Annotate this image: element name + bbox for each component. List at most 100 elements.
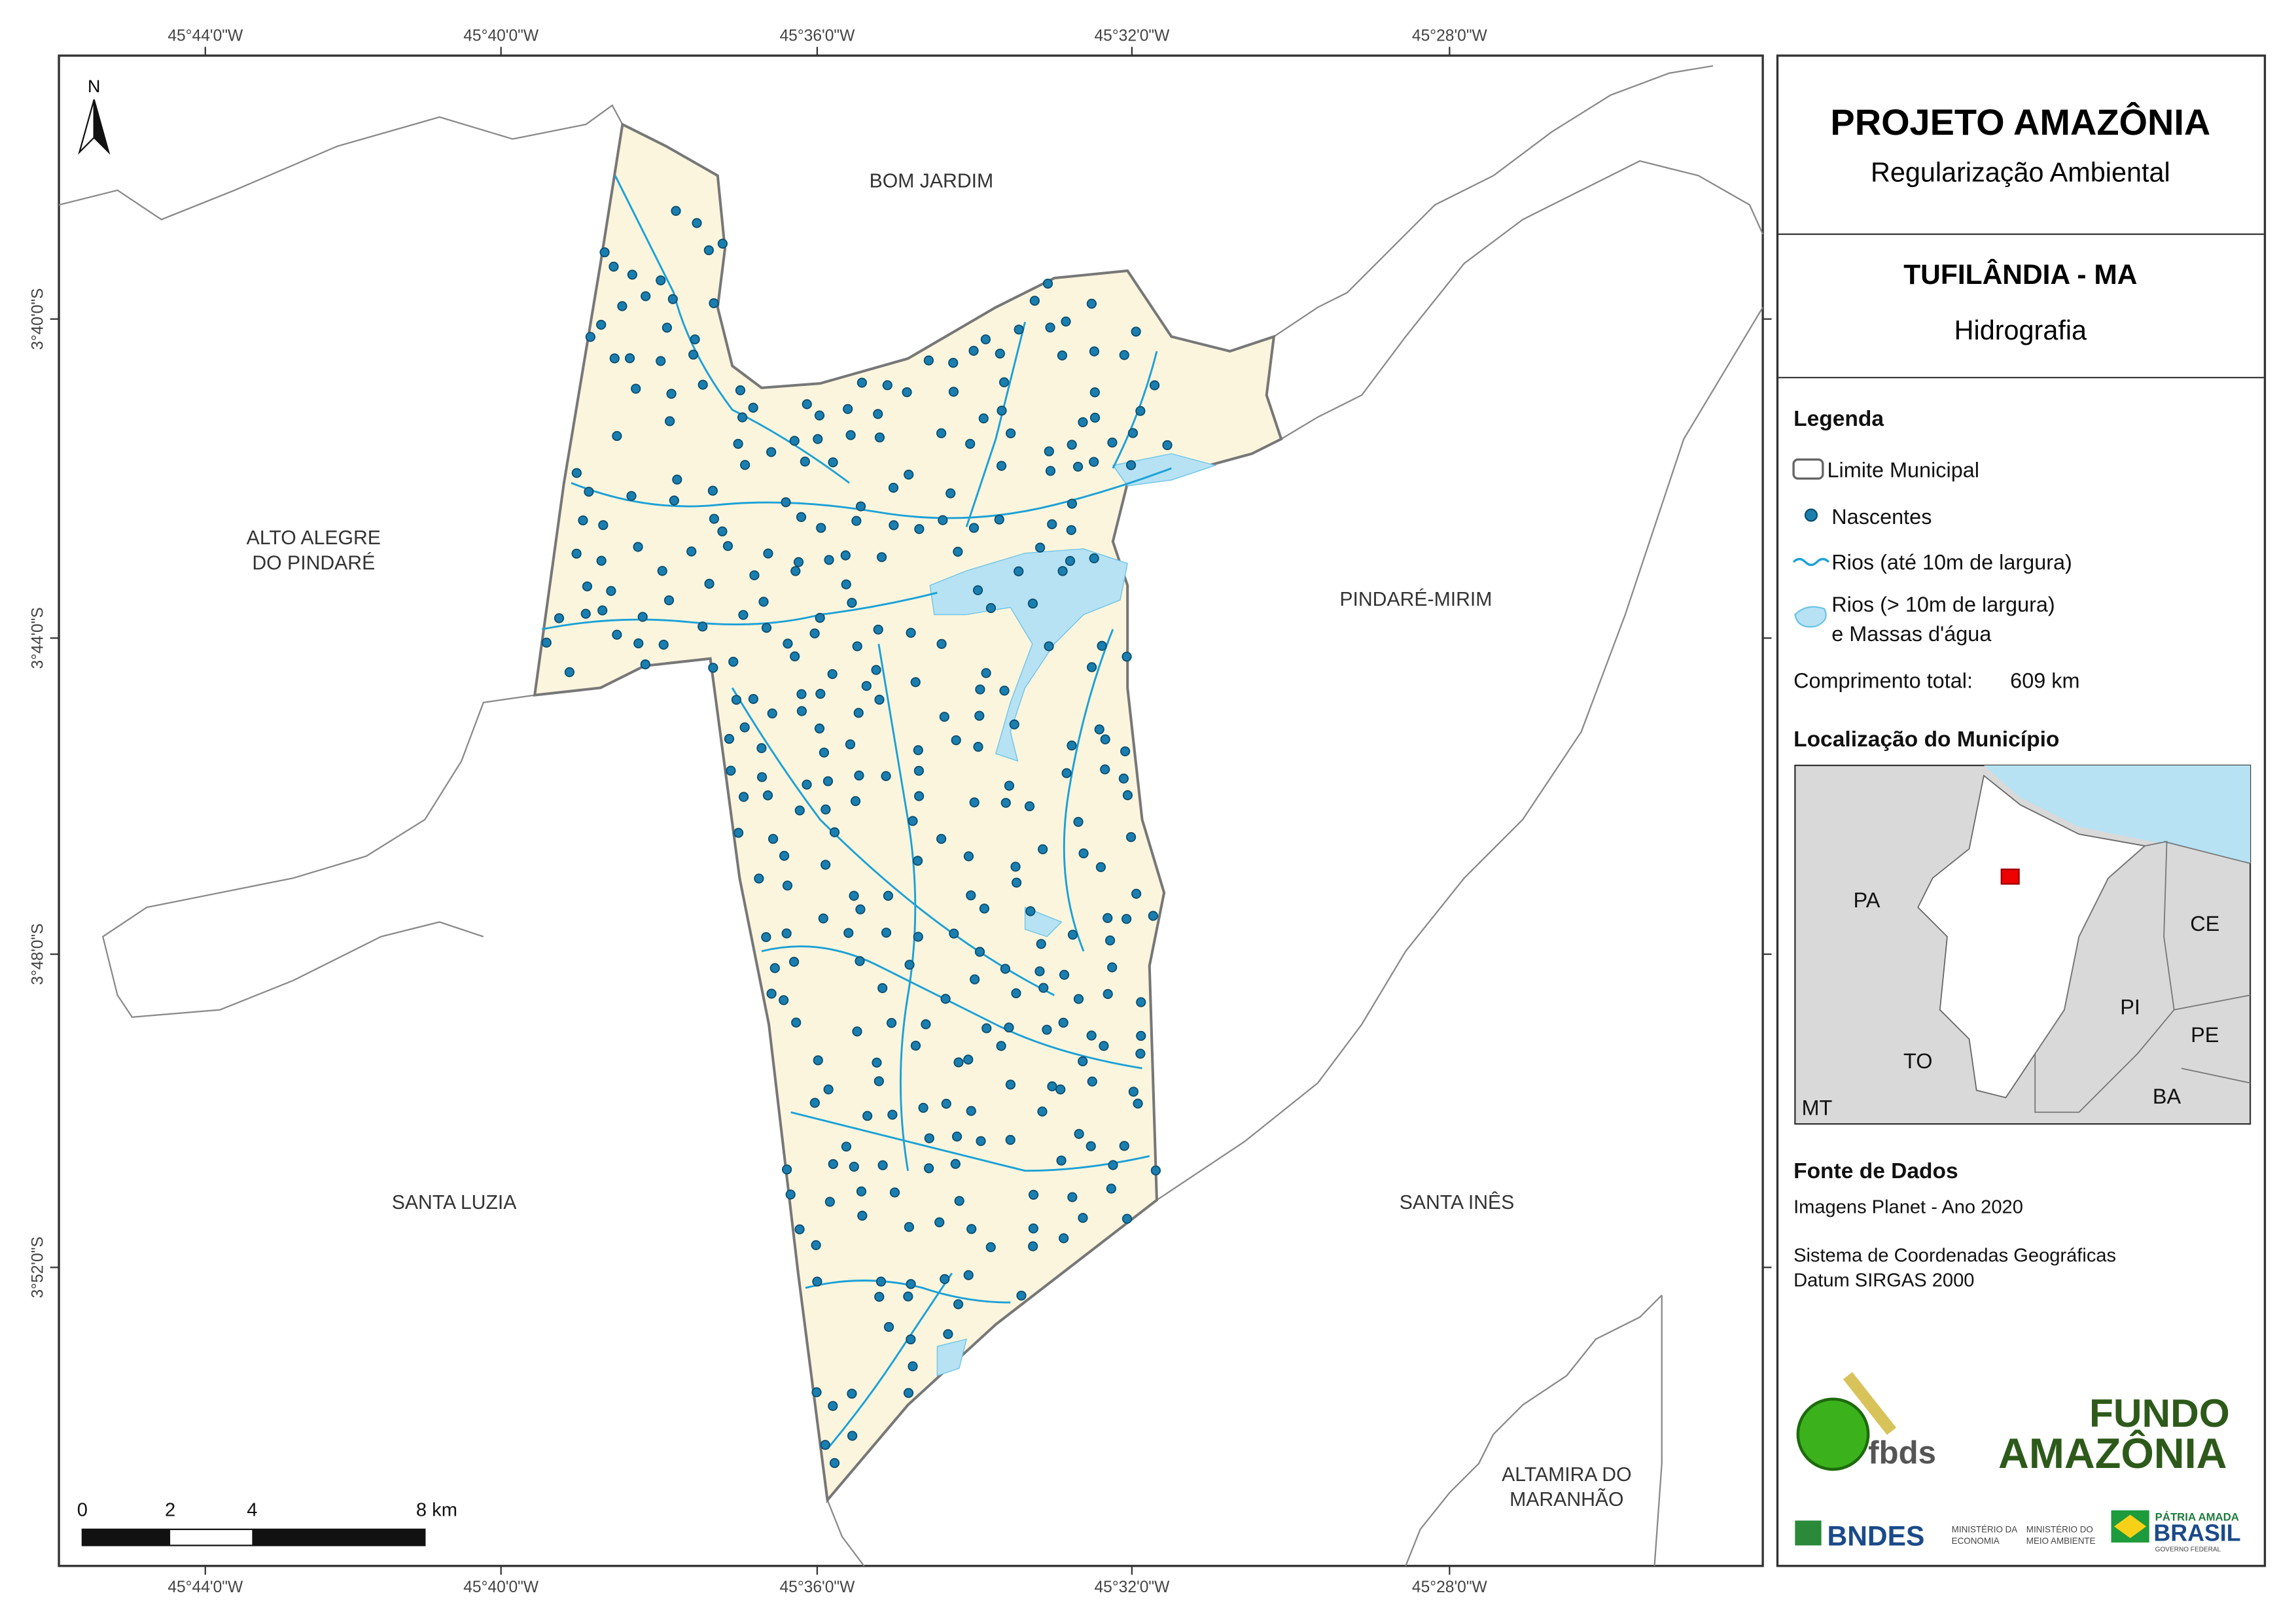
spring (985, 1242, 996, 1253)
spring (913, 745, 923, 756)
spring (703, 245, 714, 256)
spring (1034, 966, 1045, 977)
water-bodies (929, 453, 1217, 1376)
north-label: N (88, 77, 100, 96)
spring (1004, 780, 1015, 791)
spring (738, 792, 749, 802)
spring (855, 501, 866, 512)
spring (663, 595, 675, 606)
north-arrow: N (78, 77, 111, 155)
spring (813, 1055, 823, 1066)
spring (783, 638, 793, 649)
spring (641, 291, 651, 302)
spring (1067, 498, 1077, 509)
spring (748, 693, 758, 705)
logo-text: PÁTRIA AMADA (2155, 1510, 2239, 1523)
spring (934, 1217, 945, 1228)
spring (598, 520, 609, 531)
spring (796, 512, 807, 522)
spring (954, 1196, 964, 1206)
spring (979, 903, 989, 914)
logo-text: MINISTÉRIO DO (2026, 1524, 2093, 1534)
spring (738, 610, 749, 620)
spring (951, 735, 961, 746)
spring (596, 319, 607, 330)
spring (578, 515, 588, 526)
spring (969, 797, 980, 808)
spring (1055, 1084, 1066, 1094)
subtitle: Regularização Ambiental (1871, 157, 2170, 187)
spring (1000, 964, 1010, 974)
spring (781, 928, 792, 939)
spring (794, 1224, 805, 1234)
spring (1078, 1213, 1088, 1223)
state-label: PI (2120, 995, 2140, 1019)
spring (1136, 997, 1146, 1007)
spring (1104, 935, 1116, 946)
spring (584, 487, 594, 497)
spring (1067, 1192, 1078, 1202)
state-label: PE (2191, 1023, 2219, 1047)
spring (963, 1270, 974, 1280)
spring (1119, 350, 1129, 360)
spring (970, 974, 980, 985)
spring (754, 873, 764, 884)
spring (731, 695, 742, 705)
source-line: Imagens Planet - Ano 2020 (1793, 1197, 2023, 1218)
river (965, 321, 1026, 527)
spring (763, 548, 773, 559)
spring (953, 1057, 964, 1068)
spring (612, 629, 622, 640)
spring (945, 488, 956, 498)
spring (728, 657, 739, 667)
spring (841, 579, 851, 589)
location-title: Localização do Município (1793, 727, 2059, 752)
spring (877, 1160, 888, 1170)
spring (617, 301, 627, 311)
spring (924, 1133, 934, 1143)
spring (953, 546, 963, 557)
legend-swatch (1792, 557, 1829, 567)
spring (862, 1111, 873, 1121)
spring (766, 988, 777, 999)
spring (923, 355, 934, 366)
spring (889, 1187, 900, 1198)
spring (665, 416, 675, 427)
spring (740, 460, 751, 470)
spring (631, 383, 641, 394)
spring (854, 770, 864, 781)
scale-bar: 0 2 4 8 km (77, 1500, 457, 1546)
spring (657, 566, 667, 576)
spring (1067, 930, 1078, 940)
longitude-label: 45°32'0"W (1094, 1579, 1170, 1596)
spring (1009, 719, 1019, 729)
spring (855, 904, 866, 915)
spring (758, 597, 769, 607)
spring (800, 456, 810, 467)
spring (882, 380, 892, 391)
logo-text: BRASIL (2153, 1520, 2240, 1546)
spring (785, 1189, 796, 1200)
spring (1067, 440, 1077, 450)
spring (908, 1361, 918, 1372)
logo-mark (1796, 1397, 1870, 1471)
spring (940, 1274, 950, 1284)
longitude-label: 45°28'0"W (1412, 1579, 1488, 1596)
spring (978, 413, 989, 424)
spring (828, 1401, 838, 1411)
spring (1042, 278, 1053, 289)
spring (851, 515, 862, 526)
longitude-label: 45°36'0"W (779, 1579, 855, 1596)
spring (963, 851, 974, 862)
spring (1095, 862, 1106, 873)
spring (1078, 417, 1088, 428)
spring (821, 860, 831, 870)
spring (1086, 298, 1097, 309)
spring (1118, 773, 1129, 784)
spring (994, 514, 1004, 525)
boundary (1405, 1295, 1663, 1567)
longitude-label: 45°28'0"W (1412, 27, 1488, 45)
spring (1028, 1223, 1038, 1234)
latitude-label: 3°44'0"S (29, 607, 46, 669)
spring (1045, 323, 1055, 333)
